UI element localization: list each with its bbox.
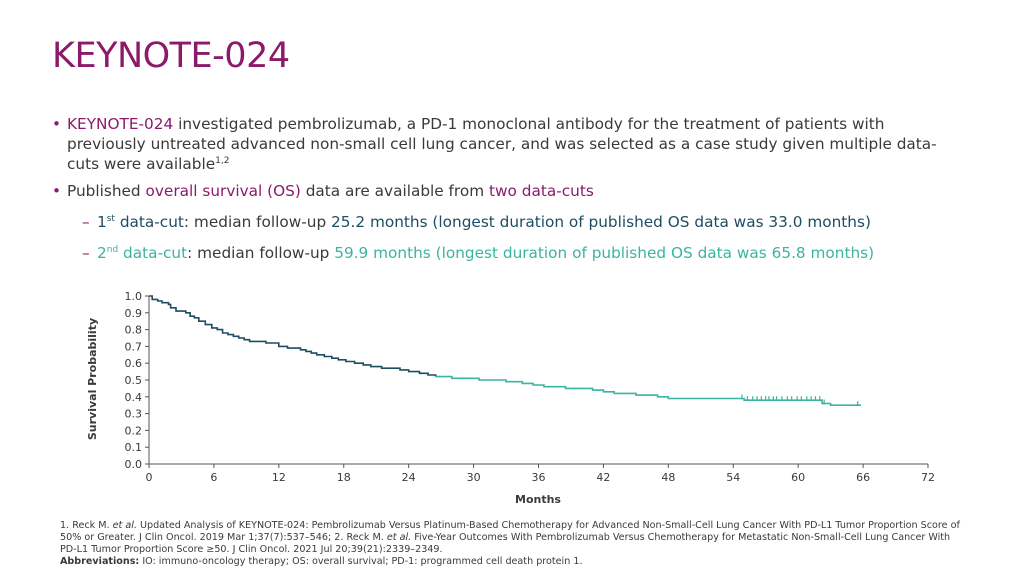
x-tick-label: 12 [272, 471, 286, 484]
sub-bullet-dash: – [82, 244, 90, 262]
first-cut-value: 25.2 months (longest duration of publish… [331, 213, 871, 231]
chart-series [149, 295, 861, 406]
km-curve-1 [149, 295, 437, 377]
survival-chart: Survival Probability Months 0.0 0.1 0.2 0.3… [86, 290, 936, 506]
abbreviations: Abbreviations: IO: immuno-oncology thera… [60, 556, 960, 568]
first-cut-number: 1 [97, 213, 107, 231]
abbreviations-text: IO: immuno-oncology therapy; OS: overall… [139, 556, 583, 567]
bullet-list: • KEYNOTE-024 investigated pembrolizumab,… [52, 114, 967, 263]
x-tick-label: 0 [146, 471, 153, 484]
y-tick-label: 0.4 [125, 391, 143, 404]
x-tick-label: 60 [791, 471, 805, 484]
ref2-rest: Five-Year Outcomes With Pembrolizumab Ve… [60, 532, 951, 555]
datacuts-mid: data are available from [300, 182, 490, 200]
first-cut-ordinal: st [106, 214, 115, 224]
two-datacuts-highlight: two data-cuts [489, 182, 594, 200]
second-cut-ordinal: nd [106, 245, 119, 255]
sub-bullet-first-cut: –1st data-cut: median follow-up 25.2 mon… [52, 212, 967, 232]
bullet-study: • KEYNOTE-024 investigated pembrolizumab,… [52, 114, 967, 174]
second-cut-label: data-cut [118, 244, 188, 262]
y-tick-label: 0.5 [125, 374, 143, 387]
censor-marks [741, 394, 859, 407]
bullet-dot: • [52, 182, 62, 200]
y-axis-label: Survival Probability [86, 318, 99, 440]
references: 1. Reck M. et al. Updated Analysis of KE… [60, 520, 960, 556]
ref1-rest: Updated Analysis of KEYNOTE-024: Pembrol… [60, 520, 960, 543]
x-tick-label: 24 [402, 471, 416, 484]
first-cut-label: data-cut [114, 213, 184, 231]
datacuts-pre: Published [67, 182, 146, 200]
km-curve-2 [435, 375, 861, 406]
y-tick-label: 0.1 [125, 441, 143, 454]
os-highlight: overall survival (OS) [145, 182, 301, 200]
ref1-etal: et al. [112, 520, 137, 531]
abbreviations-label: Abbreviations: [60, 556, 140, 567]
x-tick-label: 72 [921, 471, 935, 484]
sub-bullet-dash: – [82, 213, 90, 231]
x-tick-label: 36 [532, 471, 546, 484]
y-tick-label: 0.2 [125, 424, 143, 437]
y-tick-label: 0.0 [125, 458, 143, 471]
x-tick-label: 42 [596, 471, 610, 484]
x-tick-label: 54 [726, 471, 740, 484]
x-axis-label: Months [515, 493, 561, 506]
footnotes: 1. Reck M. et al. Updated Analysis of KE… [60, 520, 960, 568]
study-name: KEYNOTE-024 [67, 115, 174, 133]
x-tick-label: 6 [210, 471, 217, 484]
y-tick-label: 0.9 [125, 307, 143, 320]
second-cut-number: 2 [97, 244, 107, 262]
y-tick-label: 0.3 [125, 408, 143, 421]
sub-bullet-second-cut: –2nd data-cut: median follow-up 59.9 mon… [52, 243, 967, 263]
second-cut-text: : median follow-up [187, 244, 335, 262]
study-description: investigated pembrolizumab, a PD-1 monoc… [67, 115, 937, 173]
x-tick-label: 18 [337, 471, 351, 484]
x-tick-label: 66 [856, 471, 870, 484]
y-tick-label: 0.8 [125, 324, 143, 337]
y-tick-label: 0.6 [125, 357, 143, 370]
y-tick-label: 1.0 [125, 290, 143, 303]
x-tick-label: 30 [467, 471, 481, 484]
bullet-datacuts: • Published overall survival (OS) data ar… [52, 181, 967, 201]
study-citation: 1,2 [215, 156, 230, 166]
ref2-etal: et al. [386, 532, 412, 543]
x-tick-label: 48 [661, 471, 675, 484]
bullet-dot: • [52, 115, 62, 133]
ref1-text: 1. Reck M. [60, 520, 113, 531]
second-cut-value: 59.9 months (longest duration of publish… [334, 244, 875, 262]
y-tick-label: 0.7 [125, 340, 143, 353]
first-cut-text: : median follow-up [183, 213, 332, 231]
page-title: KEYNOTE-024 [52, 36, 290, 76]
chart-axes: 0.0 0.1 0.2 0.3 0.4 0.5 0.6 0.7 0.8 0.9 1.0 0 6 12 18 2… [125, 290, 936, 484]
